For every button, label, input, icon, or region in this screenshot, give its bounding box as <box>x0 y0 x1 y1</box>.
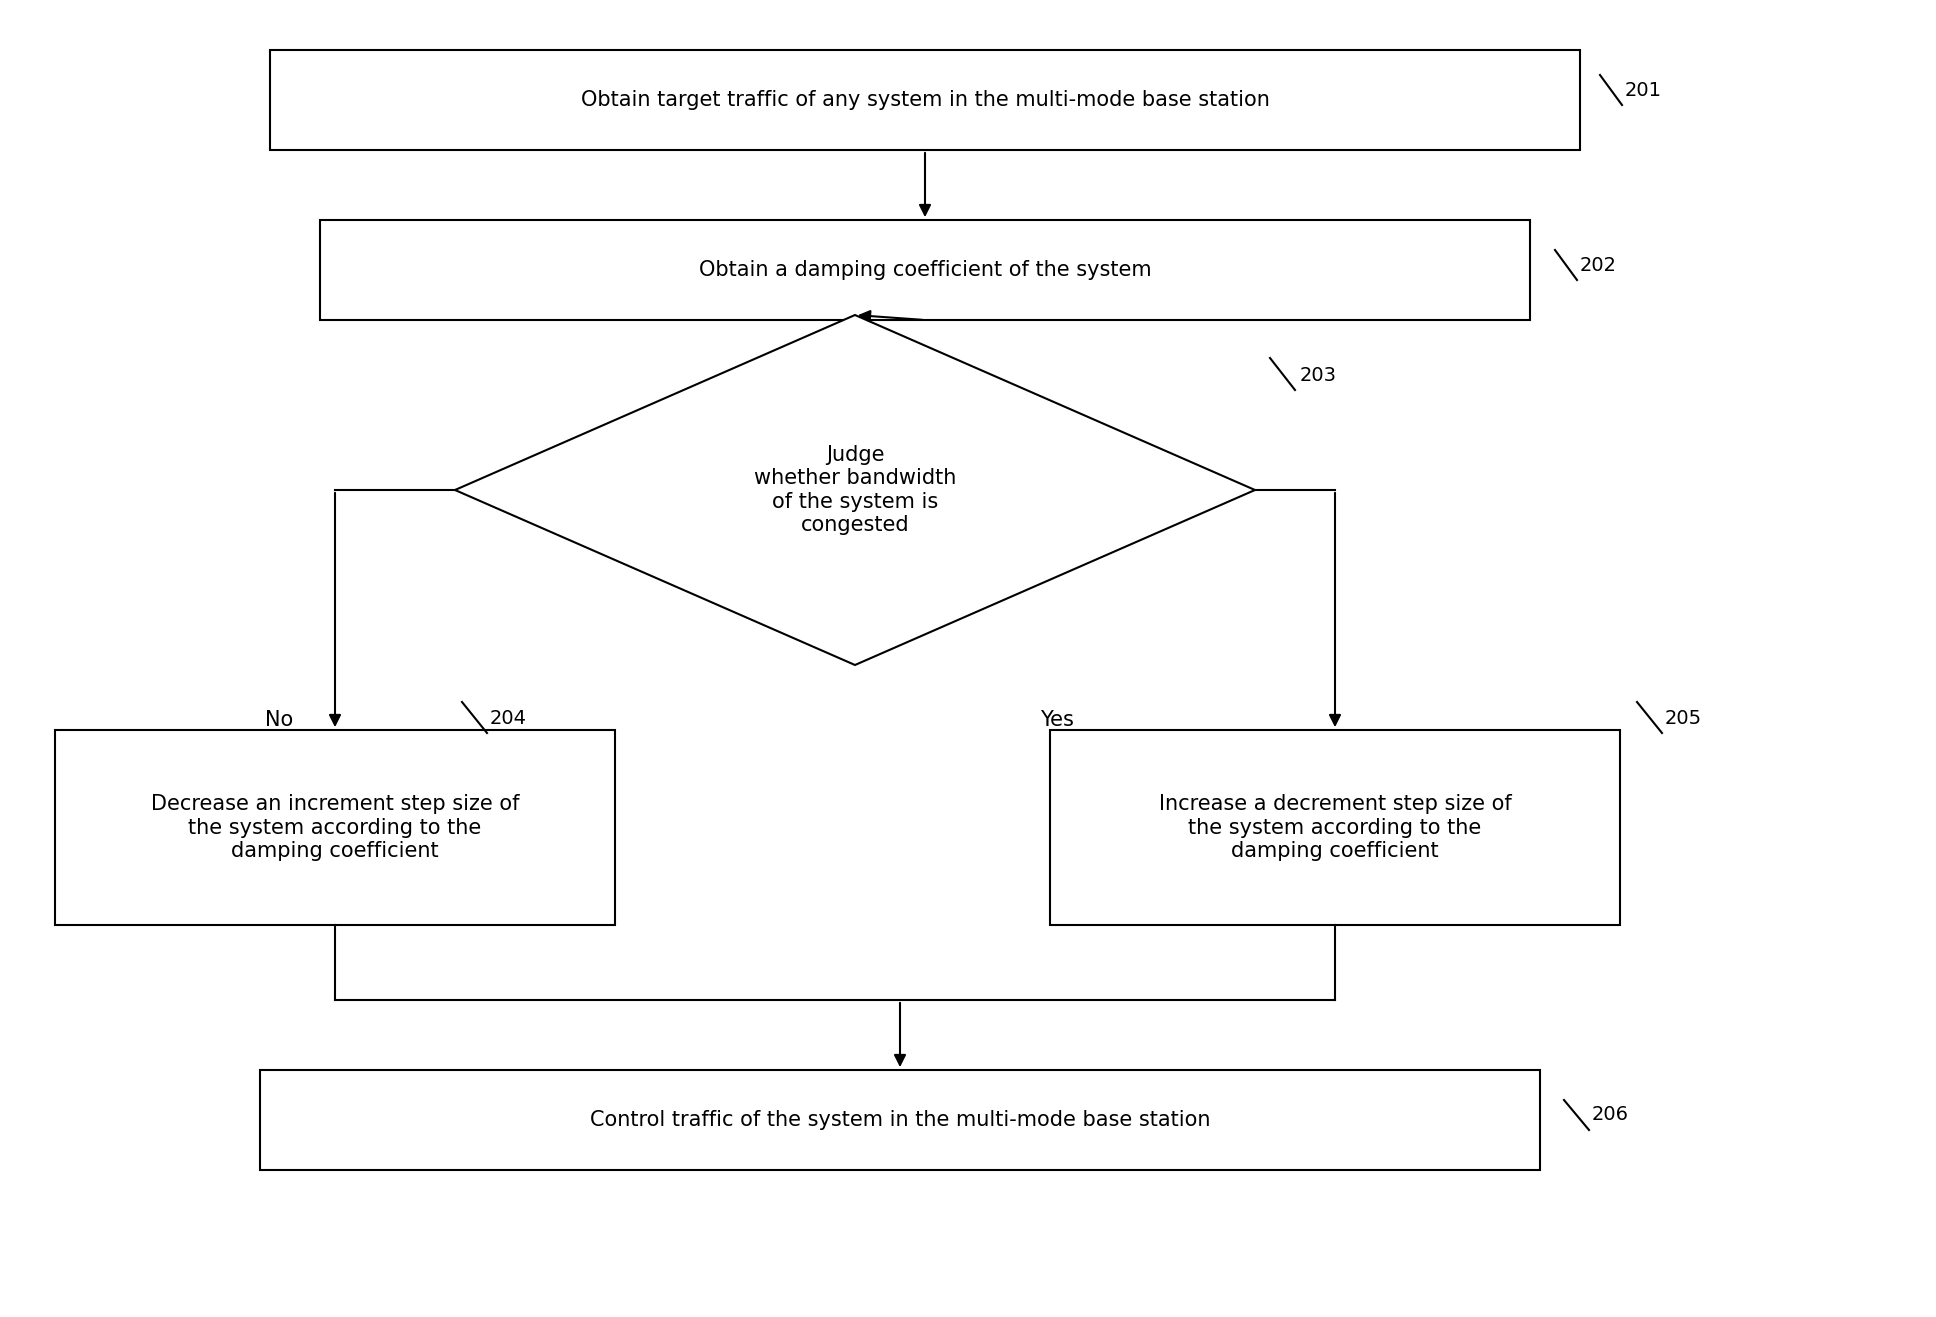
Text: No: No <box>265 710 292 730</box>
Text: 205: 205 <box>1665 709 1702 727</box>
Text: Obtain a damping coefficient of the system: Obtain a damping coefficient of the syst… <box>699 259 1152 281</box>
Text: 204: 204 <box>490 709 527 727</box>
Text: Judge
whether bandwidth
of the system is
congested: Judge whether bandwidth of the system is… <box>753 445 956 535</box>
Text: Obtain target traffic of any system in the multi-mode base station: Obtain target traffic of any system in t… <box>581 90 1270 111</box>
Text: Yes: Yes <box>1040 710 1074 730</box>
Bar <box>319 220 1529 320</box>
Bar <box>54 730 616 925</box>
Text: Decrease an increment step size of
the system according to the
damping coefficie: Decrease an increment step size of the s… <box>151 794 519 861</box>
Bar <box>269 50 1580 150</box>
Text: 206: 206 <box>1591 1105 1628 1125</box>
Text: Control traffic of the system in the multi-mode base station: Control traffic of the system in the mul… <box>590 1110 1210 1130</box>
Text: 201: 201 <box>1624 80 1661 100</box>
Text: 203: 203 <box>1299 366 1338 385</box>
Polygon shape <box>455 315 1255 665</box>
Text: Increase a decrement step size of
the system according to the
damping coefficien: Increase a decrement step size of the sy… <box>1158 794 1512 861</box>
Text: 202: 202 <box>1580 255 1617 274</box>
Bar <box>259 1069 1539 1169</box>
Bar <box>1049 730 1620 925</box>
